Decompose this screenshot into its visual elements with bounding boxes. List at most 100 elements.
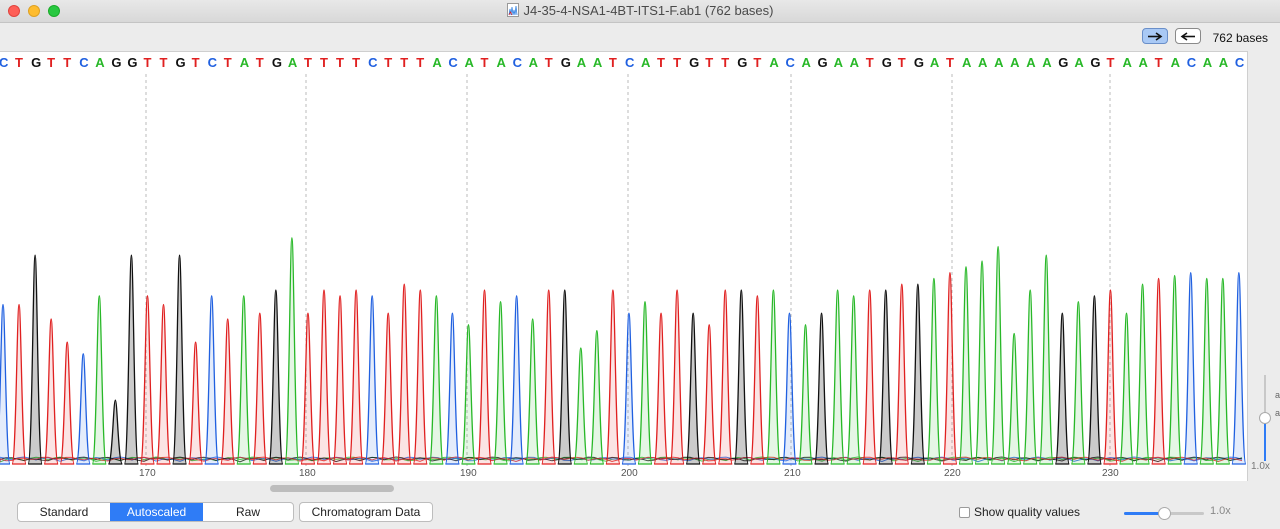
base-call[interactable]: A: [801, 55, 811, 70]
base-call[interactable]: T: [480, 55, 489, 70]
chromatogram-viewer[interactable]: CTGTTCAGGTTGTCTATGATTTTCTTTACATACATGAATC…: [0, 51, 1248, 481]
base-call[interactable]: A: [592, 55, 603, 70]
base-call[interactable]: G: [111, 55, 122, 70]
bottom-bar: Standard Autoscaled Raw Chromatogram Dat…: [0, 497, 1280, 529]
close-button[interactable]: [8, 5, 20, 17]
base-call[interactable]: T: [865, 55, 874, 70]
trace-peak-T: [653, 312, 669, 465]
base-call[interactable]: A: [929, 55, 940, 70]
base-call[interactable]: T: [657, 55, 665, 70]
base-call[interactable]: A: [962, 55, 972, 70]
base-call[interactable]: T: [1106, 55, 1115, 70]
base-call[interactable]: T: [721, 55, 730, 70]
base-call[interactable]: A: [833, 55, 843, 70]
base-call[interactable]: A: [528, 55, 539, 70]
base-call[interactable]: T: [143, 55, 152, 70]
base-call[interactable]: G: [817, 55, 828, 70]
base-call[interactable]: A: [95, 55, 105, 70]
base-call[interactable]: C: [207, 55, 218, 70]
base-call[interactable]: A: [994, 55, 1004, 70]
base-call[interactable]: T: [945, 55, 954, 70]
base-call[interactable]: G: [913, 55, 924, 70]
clipped-text-fragment: a: [1275, 408, 1280, 418]
horizontal-zoom-knob[interactable]: [1158, 507, 1171, 520]
base-call[interactable]: C: [512, 55, 522, 70]
base-call[interactable]: T: [223, 55, 232, 70]
bases-count: 762 bases: [1212, 31, 1268, 45]
mode-autoscaled-button[interactable]: Autoscaled: [110, 503, 203, 521]
base-call[interactable]: A: [1074, 55, 1084, 70]
base-call[interactable]: G: [881, 55, 892, 70]
base-call[interactable]: T: [705, 55, 714, 70]
base-call[interactable]: G: [31, 55, 42, 70]
base-call[interactable]: A: [1202, 55, 1213, 70]
base-call[interactable]: C: [448, 55, 458, 70]
base-call[interactable]: A: [1170, 55, 1181, 70]
base-call[interactable]: T: [159, 55, 168, 70]
base-call[interactable]: T: [897, 55, 906, 70]
base-call[interactable]: T: [753, 55, 762, 70]
base-call[interactable]: A: [1122, 55, 1132, 70]
mode-raw-button[interactable]: Raw: [235, 505, 260, 519]
trace-peak-C: [364, 295, 380, 465]
forward-strand-button[interactable]: [1142, 28, 1168, 44]
show-quality-checkbox[interactable]: [959, 507, 970, 518]
base-call[interactable]: T: [63, 55, 72, 70]
base-call[interactable]: A: [576, 55, 587, 70]
vertical-scale-knob[interactable]: [1259, 412, 1271, 424]
base-call[interactable]: A: [287, 55, 298, 70]
base-call[interactable]: C: [368, 55, 378, 70]
base-call[interactable]: C: [1234, 55, 1245, 70]
base-call[interactable]: T: [255, 55, 264, 70]
base-call[interactable]: G: [689, 55, 700, 70]
base-call[interactable]: T: [1154, 55, 1163, 70]
base-call[interactable]: T: [384, 55, 393, 70]
vertical-scale-slider[interactable]: [1259, 375, 1271, 461]
base-call[interactable]: A: [978, 55, 988, 70]
base-call[interactable]: T: [400, 55, 409, 70]
horizontal-zoom-slider[interactable]: [1124, 507, 1204, 520]
base-call[interactable]: A: [496, 55, 506, 70]
base-call[interactable]: A: [239, 55, 250, 70]
base-call[interactable]: A: [464, 55, 474, 70]
horizontal-scroll-thumb[interactable]: [270, 485, 394, 492]
base-call[interactable]: C: [79, 55, 89, 70]
base-call[interactable]: A: [1042, 55, 1052, 70]
base-call[interactable]: T: [191, 55, 200, 70]
base-call[interactable]: A: [1138, 55, 1148, 70]
base-call[interactable]: C: [0, 55, 8, 70]
mode-standard-button[interactable]: Standard: [39, 505, 89, 519]
base-call[interactable]: G: [1058, 55, 1069, 70]
minimize-button[interactable]: [28, 5, 40, 17]
base-call[interactable]: C: [785, 55, 795, 70]
base-call[interactable]: G: [127, 55, 138, 70]
base-call[interactable]: A: [1010, 55, 1020, 70]
base-call[interactable]: A: [849, 55, 860, 70]
base-call[interactable]: A: [1026, 55, 1036, 70]
base-call[interactable]: C: [1186, 55, 1197, 70]
base-call[interactable]: A: [432, 55, 442, 70]
base-call[interactable]: T: [336, 55, 344, 70]
base-call[interactable]: C: [624, 55, 635, 70]
reverse-strand-button[interactable]: [1175, 28, 1201, 44]
base-call[interactable]: T: [352, 55, 361, 70]
base-call[interactable]: T: [303, 55, 312, 70]
base-call[interactable]: T: [416, 55, 425, 70]
base-call[interactable]: T: [320, 55, 328, 70]
base-call[interactable]: T: [47, 55, 56, 70]
chromatogram-data-button[interactable]: Chromatogram Data: [299, 502, 433, 522]
base-call[interactable]: G: [737, 55, 748, 70]
base-call[interactable]: T: [15, 55, 23, 70]
base-call[interactable]: G: [1090, 55, 1101, 70]
base-call[interactable]: T: [673, 55, 682, 70]
base-call[interactable]: T: [544, 55, 553, 70]
base-call[interactable]: G: [271, 55, 282, 70]
zoom-button[interactable]: [48, 5, 60, 17]
base-call[interactable]: A: [769, 55, 779, 70]
horizontal-scrollbar[interactable]: [0, 481, 1247, 496]
base-call[interactable]: T: [608, 55, 617, 70]
base-call[interactable]: G: [175, 55, 186, 70]
base-call[interactable]: A: [1218, 55, 1229, 70]
base-call[interactable]: A: [641, 55, 651, 70]
base-call[interactable]: G: [560, 55, 571, 70]
